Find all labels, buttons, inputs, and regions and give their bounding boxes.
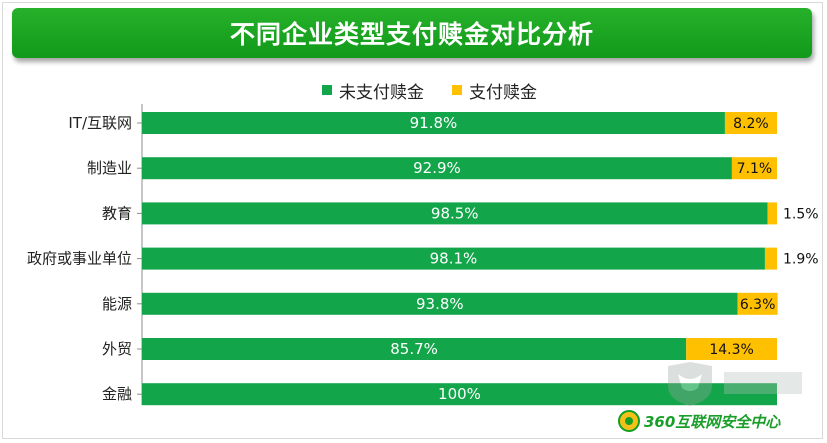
legend-label-paid: 支付赎金 — [469, 82, 537, 103]
data-label-unpaid: 92.9% — [413, 159, 461, 177]
bar-paid — [767, 202, 777, 225]
chart-frame — [2, 2, 823, 439]
footer-brand: 360互联网安全中心 — [618, 408, 780, 434]
category-label: 金融 — [102, 385, 132, 403]
bar-unpaid — [142, 383, 777, 406]
legend-swatch-unpaid — [322, 85, 332, 95]
chart-title: 不同企业类型支付赎金对比分析 — [229, 20, 594, 49]
data-label-paid: 1.9% — [783, 252, 819, 268]
data-label-paid: 1.5% — [783, 206, 819, 222]
category-label: 教育 — [102, 204, 132, 222]
bar-unpaid — [142, 157, 732, 180]
legend-item-paid: 支付赎金 — [452, 78, 537, 103]
bar-paid — [737, 292, 778, 315]
bar-unpaid — [142, 247, 765, 270]
legend: 未支付赎金 支付赎金 — [322, 78, 537, 103]
bar-unpaid — [142, 338, 687, 360]
category-label: 制造业 — [87, 159, 132, 177]
data-label-paid: 7.1% — [737, 161, 773, 177]
bar-unpaid — [142, 202, 768, 225]
title-banner: 不同企业类型支付赎金对比分析 — [12, 8, 812, 58]
data-label-paid: 14.3% — [709, 342, 753, 358]
bar-paid — [686, 338, 777, 360]
data-label-unpaid: 98.5% — [431, 204, 479, 222]
bull-shield-watermark-icon — [668, 362, 802, 406]
legend-item-unpaid: 未支付赎金 — [322, 78, 424, 103]
legend-swatch-paid — [452, 85, 462, 95]
category-label: IT/互联网 — [68, 114, 132, 132]
data-label-unpaid: 100% — [438, 385, 481, 403]
data-label-unpaid: 93.8% — [416, 295, 464, 313]
data-label-paid: 8.2% — [733, 116, 769, 132]
data-label-unpaid: 98.1% — [430, 250, 478, 268]
legend-label-unpaid: 未支付赎金 — [339, 82, 424, 103]
bar-paid — [724, 112, 777, 134]
data-label-unpaid: 85.7% — [390, 340, 438, 358]
category-label: 能源 — [102, 295, 132, 313]
category-label: 政府或事业单位 — [27, 250, 132, 268]
data-label-unpaid: 91.8% — [410, 114, 458, 132]
footer-brand-text: 360互联网安全中心 — [644, 412, 781, 431]
360-logo-icon — [618, 410, 640, 432]
category-label: 外贸 — [102, 340, 132, 358]
data-label-paid: 6.3% — [740, 297, 776, 313]
bar-paid — [764, 247, 777, 270]
bar-unpaid — [142, 292, 738, 315]
bar-paid — [731, 157, 777, 180]
bar-unpaid — [142, 112, 725, 134]
